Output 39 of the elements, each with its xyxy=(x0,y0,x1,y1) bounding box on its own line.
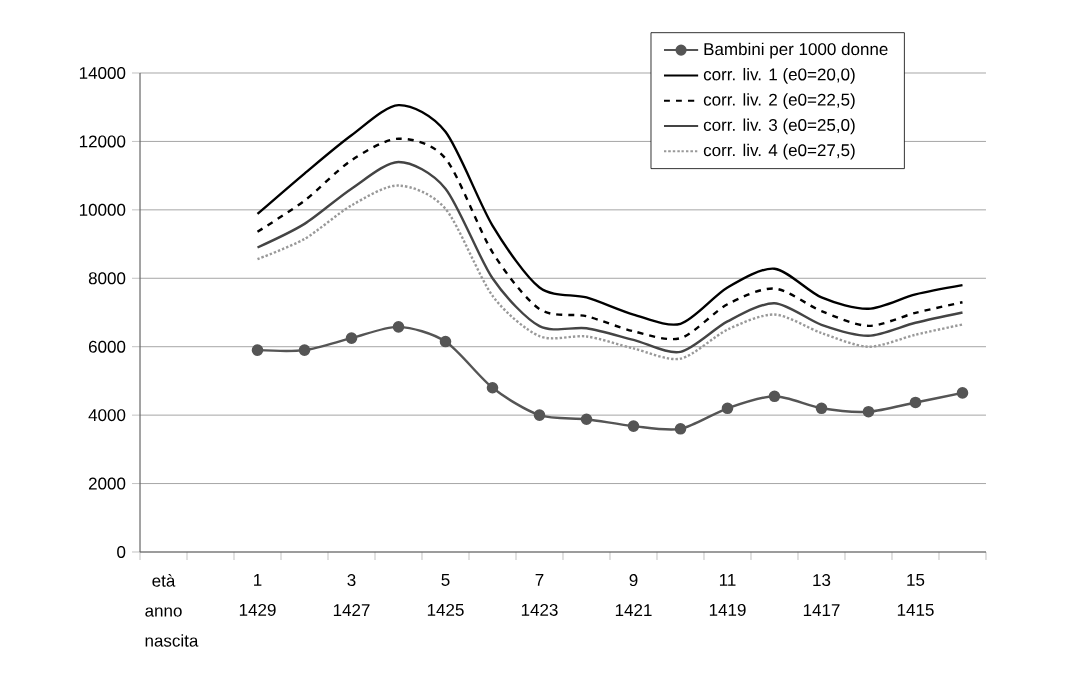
x-tick-label: 5 1425 xyxy=(427,574,464,616)
x-tick-label: 13 1417 xyxy=(803,574,840,616)
point xyxy=(627,420,640,432)
point xyxy=(815,402,828,415)
x-tick-label: 7 1423 xyxy=(521,574,558,616)
legend-label: Bambini per 1000 donne xyxy=(704,42,888,59)
point xyxy=(721,402,734,415)
point xyxy=(392,321,405,333)
y-tick-label: 0 xyxy=(117,545,126,558)
y-tick-label: 12000 xyxy=(79,135,126,148)
y-tick-label: 6000 xyxy=(89,340,126,353)
point xyxy=(862,405,875,418)
point xyxy=(533,409,546,421)
legend-label: corr. liv. 3 (e0=25,0) xyxy=(703,118,855,135)
point xyxy=(439,335,452,348)
legend-label: corr. liv. 4 (e0=27,5) xyxy=(703,143,855,160)
y-tick-label: 2000 xyxy=(88,477,126,490)
point xyxy=(674,423,687,435)
y-tick-label: 10000 xyxy=(79,203,126,216)
point xyxy=(251,344,264,356)
point xyxy=(486,381,499,394)
legend-label: corr. liv. 2 (e0=22,5) xyxy=(703,93,855,110)
x-tick-label: 9 1421 xyxy=(615,574,652,616)
y-tick-label: 14000 xyxy=(79,66,126,80)
x-tick-label: 11 1419 xyxy=(709,574,746,616)
point xyxy=(345,332,358,344)
x-tick-label: 1 1429 xyxy=(239,574,276,616)
point xyxy=(956,387,969,399)
point xyxy=(298,344,311,356)
y-tick-label: 8000 xyxy=(88,272,126,285)
category-label: età anno nascita xyxy=(145,574,199,647)
y-tick-label: 4000 xyxy=(88,409,126,422)
x-tick-label: 15 1415 xyxy=(897,574,934,616)
point xyxy=(768,390,781,403)
line-series xyxy=(256,137,964,341)
legend-label: corr. liv. 1 (e0=20,0) xyxy=(703,67,855,84)
point xyxy=(580,413,593,426)
x-tick-label: 3 1427 xyxy=(333,574,370,616)
point xyxy=(909,396,922,409)
